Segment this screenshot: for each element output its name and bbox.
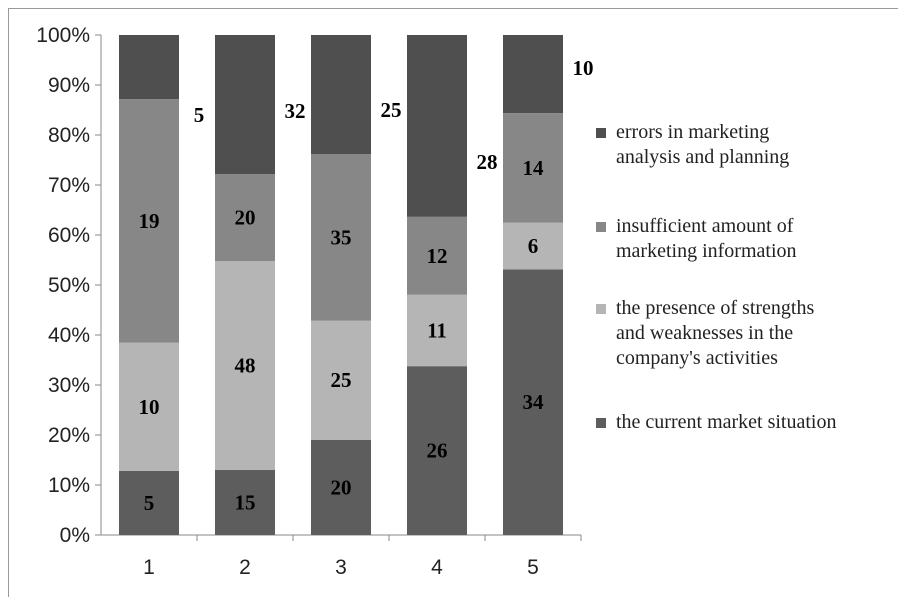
data-label: 12: [427, 244, 448, 268]
y-tick-label: 50%: [48, 274, 90, 297]
data-label: 11: [427, 318, 447, 342]
data-label: 15: [235, 490, 256, 514]
bar-segment: [407, 366, 467, 535]
bar-segment: [503, 269, 563, 535]
legend-swatch: [596, 304, 606, 314]
bar-segment: [119, 470, 179, 535]
y-tick-label: 0%: [60, 524, 90, 547]
data-label: 19: [139, 209, 160, 233]
y-tick-label: 60%: [48, 224, 90, 247]
x-tick-label: 3: [335, 556, 347, 579]
data-label: 25: [381, 98, 402, 122]
legend-item: the presence of strengths and weaknesses …: [596, 296, 814, 371]
x-tick-label: 5: [527, 556, 539, 579]
bar-segment: [503, 113, 563, 223]
bar-segment: [407, 216, 467, 295]
y-tick-label: 70%: [48, 174, 90, 197]
bar-segment: [119, 35, 179, 100]
y-tick-label: 20%: [48, 424, 90, 447]
bar-segment: [311, 439, 371, 535]
legend-label-line: errors in marketing: [616, 121, 770, 143]
data-label: 6: [528, 234, 539, 258]
legend-label-line: analysis and planning: [616, 146, 790, 168]
data-label: 20: [235, 206, 256, 230]
bar-segment: [503, 222, 563, 270]
y-tick-label: 90%: [48, 74, 90, 97]
bar-segment: [311, 320, 371, 440]
data-label: 5: [194, 103, 205, 127]
legend-swatch: [596, 418, 606, 428]
legend-item: errors in marketing analysis and planning: [596, 120, 789, 170]
y-tick-label: 30%: [48, 374, 90, 397]
bar-segment: [311, 154, 371, 321]
y-tick-label: 10%: [48, 474, 90, 497]
data-label: 14: [523, 156, 545, 180]
data-label: 10: [139, 395, 160, 419]
bar-segment: [215, 469, 275, 535]
y-tick-label: 80%: [48, 124, 90, 147]
data-label: 35: [331, 225, 352, 249]
data-label: 10: [573, 56, 594, 80]
data-label: 32: [285, 99, 306, 123]
legend-label-line: the presence of strengths: [616, 297, 815, 319]
x-tick-label: 1: [143, 556, 155, 579]
data-label: 20: [331, 475, 352, 499]
legend-swatch: [596, 222, 606, 232]
bar-segment: [119, 342, 179, 471]
chart-frame: [8, 8, 898, 597]
legend-swatch: [596, 128, 606, 138]
bar-segment: [215, 35, 275, 175]
legend-item: insufficient amount of marketing informat…: [596, 214, 797, 264]
bar-segment: [503, 35, 563, 114]
bar-segment: [215, 174, 275, 262]
y-tick-label: 40%: [48, 324, 90, 347]
bar-segment: [407, 35, 467, 217]
bar-segment: [215, 261, 275, 470]
x-tick-label: 4: [431, 556, 443, 579]
legend-label-line: marketing information: [616, 240, 797, 262]
data-label: 5: [144, 491, 155, 515]
bar-segment: [311, 35, 371, 155]
legend-label-line: insufficient amount of: [616, 215, 794, 237]
data-label: 26: [427, 439, 448, 463]
legend-label-line: and weaknesses in the: [616, 322, 794, 344]
legend-item: the current market situation: [596, 410, 836, 435]
data-label: 34: [523, 390, 545, 414]
data-label: 28: [477, 150, 498, 174]
data-label: 25: [331, 368, 352, 392]
y-tick-label: 100%: [36, 24, 90, 47]
bar-segment: [407, 294, 467, 367]
bar-segment: [119, 99, 179, 343]
legend-label-line: company's activities: [616, 347, 778, 369]
data-label: 48: [235, 353, 256, 377]
x-tick-label: 2: [239, 556, 251, 579]
legend-label-line: the current market situation: [616, 411, 837, 433]
